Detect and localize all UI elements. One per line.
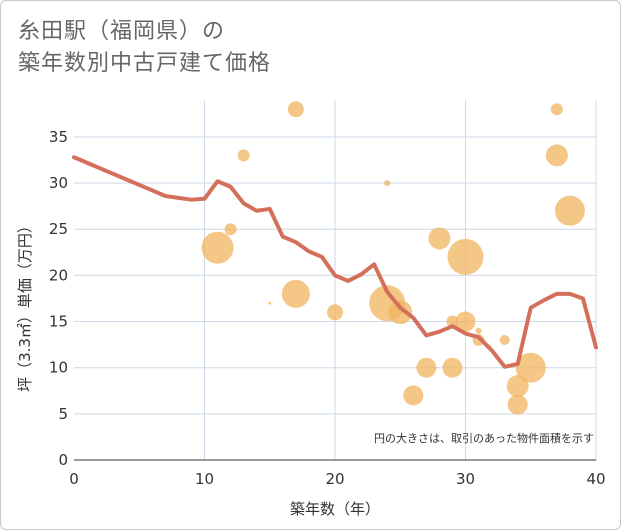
chart-title-line2: 築年数別中古戸建て価格: [18, 51, 272, 76]
bubble-point: [545, 144, 568, 167]
bubble-point: [447, 238, 484, 275]
chart-title: 糸田駅（福岡県）の 築年数別中古戸建て価格: [18, 16, 271, 80]
x-tick-label: 20: [325, 470, 344, 488]
x-tick-label: 0: [69, 470, 79, 488]
bubble-point: [416, 357, 437, 378]
y-tick-label: 0: [58, 451, 68, 469]
y-tick-label: 30: [49, 174, 68, 192]
bubble-point: [327, 304, 343, 321]
x-tick-label: 10: [195, 470, 214, 488]
bubble-point: [499, 335, 510, 345]
bubble-point: [446, 315, 459, 328]
bubble-point: [224, 223, 237, 236]
y-axis-title: 坪（3.3㎡）単価（万円）: [16, 218, 34, 392]
bubble-series: [201, 101, 585, 415]
bubble-point: [281, 279, 310, 308]
bubble-point: [550, 103, 563, 116]
bubble-point: [237, 149, 250, 162]
chart-title-line1: 糸田駅（福岡県）の: [18, 19, 226, 44]
y-tick-label: 10: [49, 359, 68, 377]
bubble-point: [287, 101, 304, 118]
y-axis-ticks: 0 5 10 15 20 25 30 35: [49, 128, 68, 469]
bubble-point: [442, 357, 463, 378]
bubble-point: [201, 231, 234, 264]
average-price-line: [72, 155, 598, 369]
x-tick-label: 40: [586, 470, 605, 488]
y-tick-label: 5: [58, 405, 68, 423]
bubble-point: [403, 385, 424, 406]
bubble-point: [268, 301, 272, 305]
y-tick-label: 15: [49, 313, 68, 331]
bubble-point: [475, 327, 482, 334]
grid-lines: [74, 100, 597, 460]
bubble-point: [506, 375, 529, 398]
bubble-point: [455, 311, 476, 332]
bubble-point: [384, 180, 391, 187]
x-axis-ticks: 0 10 20 30 40: [69, 470, 605, 488]
y-tick-label: 20: [49, 266, 68, 284]
bubble-point: [388, 300, 413, 325]
bubble-point: [507, 394, 528, 415]
y-tick-label: 25: [49, 220, 68, 238]
bubble-point: [554, 195, 585, 226]
bubble-point: [515, 352, 546, 383]
x-tick-label: 30: [456, 470, 475, 488]
y-tick-label: 35: [49, 128, 68, 146]
x-axis-title: 築年数（年）: [290, 500, 380, 518]
bubble-size-note: 円の大きさは、取引のあった物件面積を示す: [374, 431, 594, 445]
bubble-point: [428, 227, 451, 250]
